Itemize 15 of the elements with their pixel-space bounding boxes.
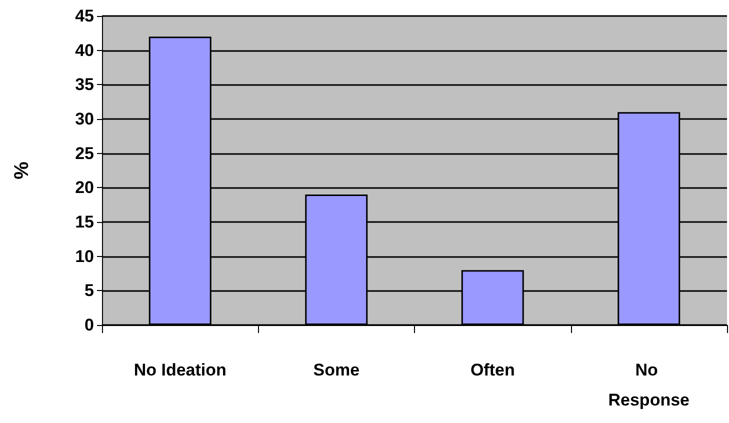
y-tick-label: 35 <box>75 75 94 94</box>
x-tick-label: Some <box>313 360 360 380</box>
y-tick-label: 15 <box>75 212 94 232</box>
x-tick-label: No Ideation <box>134 360 226 380</box>
y-tick-label: 30 <box>75 110 94 128</box>
y-tick-label: 45 <box>75 6 94 26</box>
x-tick-label: No Response <box>608 360 690 410</box>
y-tick-label: 20 <box>75 178 94 198</box>
y-tick-label: 40 <box>75 40 94 60</box>
y-tick-label: 10 <box>75 246 94 266</box>
y-tick-label: 5 <box>84 281 94 300</box>
x-tick-label: Often <box>470 360 515 380</box>
y-tick-label: 0 <box>84 316 94 334</box>
y-tick-label: 25 <box>75 144 94 163</box>
y-axis-title: % <box>11 161 33 180</box>
